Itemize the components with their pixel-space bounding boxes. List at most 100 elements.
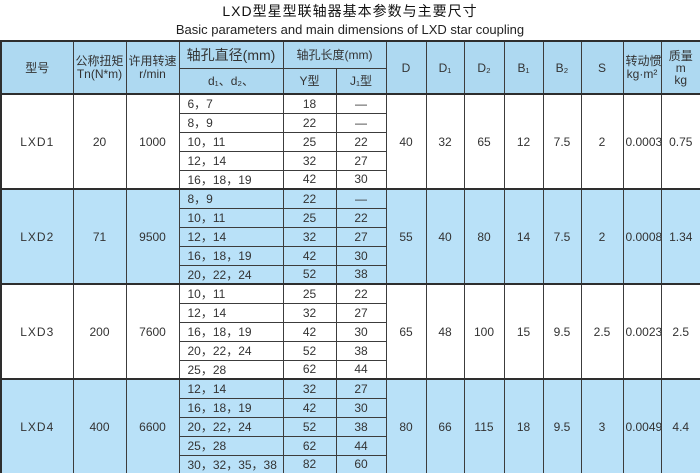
header-mass-line1: 质量 xyxy=(668,48,693,63)
header-d2: D₂ xyxy=(463,40,505,95)
table-row: LXD1 20 1000 6，7 18 — 40 32 65 12 7.5 2 … xyxy=(0,93,700,190)
j-length-cell: 30 xyxy=(335,397,387,418)
b1-cell: 18 xyxy=(503,378,544,473)
j-length-cell: 38 xyxy=(335,416,387,437)
b2-cell: 9.5 xyxy=(542,283,582,380)
bore-diameter-cell: 25，28 xyxy=(178,435,284,456)
header-speed: 许用转速 r/min xyxy=(125,40,180,95)
table-row: 16，18，19 42 30 xyxy=(1,245,700,266)
torque-cell: 20 xyxy=(72,93,127,190)
j-length-cell: 30 xyxy=(335,169,387,190)
bore-diameter-cell: 10，11 xyxy=(178,207,284,228)
header-j-type: J₁型 xyxy=(335,67,387,95)
bore-diameter-cell: 8，9 xyxy=(178,188,284,209)
y-length-cell: 62 xyxy=(282,359,337,380)
d2-cell: 115 xyxy=(463,378,505,473)
s-cell: 3 xyxy=(580,378,624,473)
header-s: S xyxy=(580,40,624,95)
page-title-english: Basic parameters and main dimensions of … xyxy=(175,22,525,37)
d1-cell: 40 xyxy=(425,188,465,285)
table-row: 16，18，19 42 30 xyxy=(1,321,700,342)
y-length-cell: 25 xyxy=(282,131,337,152)
y-length-cell: 52 xyxy=(282,416,337,437)
y-length-cell: 32 xyxy=(282,226,337,247)
y-length-cell: 32 xyxy=(282,378,337,399)
j-length-cell: 38 xyxy=(335,340,387,361)
header-torque-line1: 公称扭矩 xyxy=(75,53,124,68)
j-length-cell: 27 xyxy=(335,150,387,171)
d-cell: 40 xyxy=(385,93,427,190)
y-length-cell: 62 xyxy=(282,435,337,456)
bore-diameter-cell: 10，11 xyxy=(178,283,284,304)
header-b1: B₁ xyxy=(503,40,544,95)
header-bore-diameter: 轴孔直径(mm) xyxy=(178,40,284,69)
j-length-cell: 22 xyxy=(335,131,387,152)
j-length-cell: — xyxy=(335,188,387,209)
y-length-cell: 18 xyxy=(282,93,337,114)
bore-diameter-cell: 12，14 xyxy=(178,302,284,323)
b2-cell: 9.5 xyxy=(542,378,582,473)
mass-cell: 4.4 xyxy=(660,378,700,473)
model-cell: LXD4 xyxy=(0,378,74,473)
model-cell: LXD3 xyxy=(0,283,74,380)
header-mass: 质量 m kg xyxy=(660,40,700,95)
y-length-cell: 22 xyxy=(282,112,337,133)
bore-diameter-cell: 30，32，35，38 xyxy=(178,454,284,473)
bore-diameter-cell: 16，18，19 xyxy=(178,245,284,266)
page-title-chinese: LXD型星型联轴器基本参数与主要尺寸 xyxy=(222,3,478,19)
table-row: 10，11 25 22 xyxy=(1,131,700,152)
header-y-type: Y型 xyxy=(282,67,337,95)
bore-diameter-cell: 16，18，19 xyxy=(178,169,284,190)
mass-cell: 0.75 xyxy=(660,93,700,190)
y-length-cell: 82 xyxy=(282,454,337,473)
d2-cell: 80 xyxy=(463,188,505,285)
d2-cell: 100 xyxy=(463,283,505,380)
b2-cell: 7.5 xyxy=(542,188,582,285)
d1-cell: 32 xyxy=(425,93,465,190)
header-torque-line2: Tn(N*m) xyxy=(76,66,123,81)
table-row: 16，18，19 42 30 xyxy=(1,169,700,190)
j-length-cell: 27 xyxy=(335,378,387,399)
d-cell: 80 xyxy=(385,378,427,473)
bore-diameter-cell: 16，18，19 xyxy=(178,397,284,418)
b1-cell: 12 xyxy=(503,93,544,190)
mass-cell: 2.5 xyxy=(660,283,700,380)
bore-diameter-cell: 16，18，19 xyxy=(178,321,284,342)
header-bore-length: 轴孔长度(mm) xyxy=(282,40,387,69)
b1-cell: 15 xyxy=(503,283,544,380)
torque-cell: 71 xyxy=(72,188,127,285)
bore-diameter-cell: 20，22，24 xyxy=(178,264,284,285)
coupling-parameters-table: 型号 公称扭矩 Tn(N*m) 许用转速 r/min 轴孔直径(mm) 轴孔长度… xyxy=(0,40,700,473)
j-length-cell: 27 xyxy=(335,226,387,247)
speed-cell: 6600 xyxy=(125,378,180,473)
d2-cell: 65 xyxy=(463,93,505,190)
header-speed-line1: 许用转速 xyxy=(128,53,177,68)
y-length-cell: 42 xyxy=(282,321,337,342)
model-cell: LXD1 xyxy=(0,93,74,190)
speed-cell: 1000 xyxy=(125,93,180,190)
j-length-cell: 30 xyxy=(335,245,387,266)
j-length-cell: 30 xyxy=(335,321,387,342)
model-cell: LXD2 xyxy=(0,188,74,285)
table-row: LXD3 200 7600 10，11 25 22 65 48 100 15 9… xyxy=(0,283,700,380)
j-length-cell: 22 xyxy=(335,207,387,228)
s-cell: 2 xyxy=(580,188,624,285)
bore-diameter-cell: 20，22，24 xyxy=(178,416,284,437)
table-row: LXD4 400 6600 12，14 32 27 80 66 115 18 9… xyxy=(0,378,700,473)
header-mass-line3: kg xyxy=(674,72,688,87)
bore-diameter-cell: 25，28 xyxy=(178,359,284,380)
table-row: 20，22，24 52 38 xyxy=(1,416,700,437)
inertia-cell: 0.0008 xyxy=(622,188,662,285)
j-length-cell: — xyxy=(335,112,387,133)
header-mass-line2: m xyxy=(675,60,686,75)
speed-cell: 9500 xyxy=(125,188,180,285)
bore-diameter-cell: 12，14 xyxy=(178,150,284,171)
inertia-cell: 0.0023 xyxy=(622,283,662,380)
group-lxd3: LXD3 200 7600 10，11 25 22 65 48 100 15 9… xyxy=(0,283,700,380)
y-length-cell: 22 xyxy=(282,188,337,209)
b2-cell: 7.5 xyxy=(542,93,582,190)
table-row: 12，14 32 27 xyxy=(1,226,700,247)
header-b2: B₂ xyxy=(542,40,582,95)
d-cell: 65 xyxy=(385,283,427,380)
s-cell: 2 xyxy=(580,93,624,190)
